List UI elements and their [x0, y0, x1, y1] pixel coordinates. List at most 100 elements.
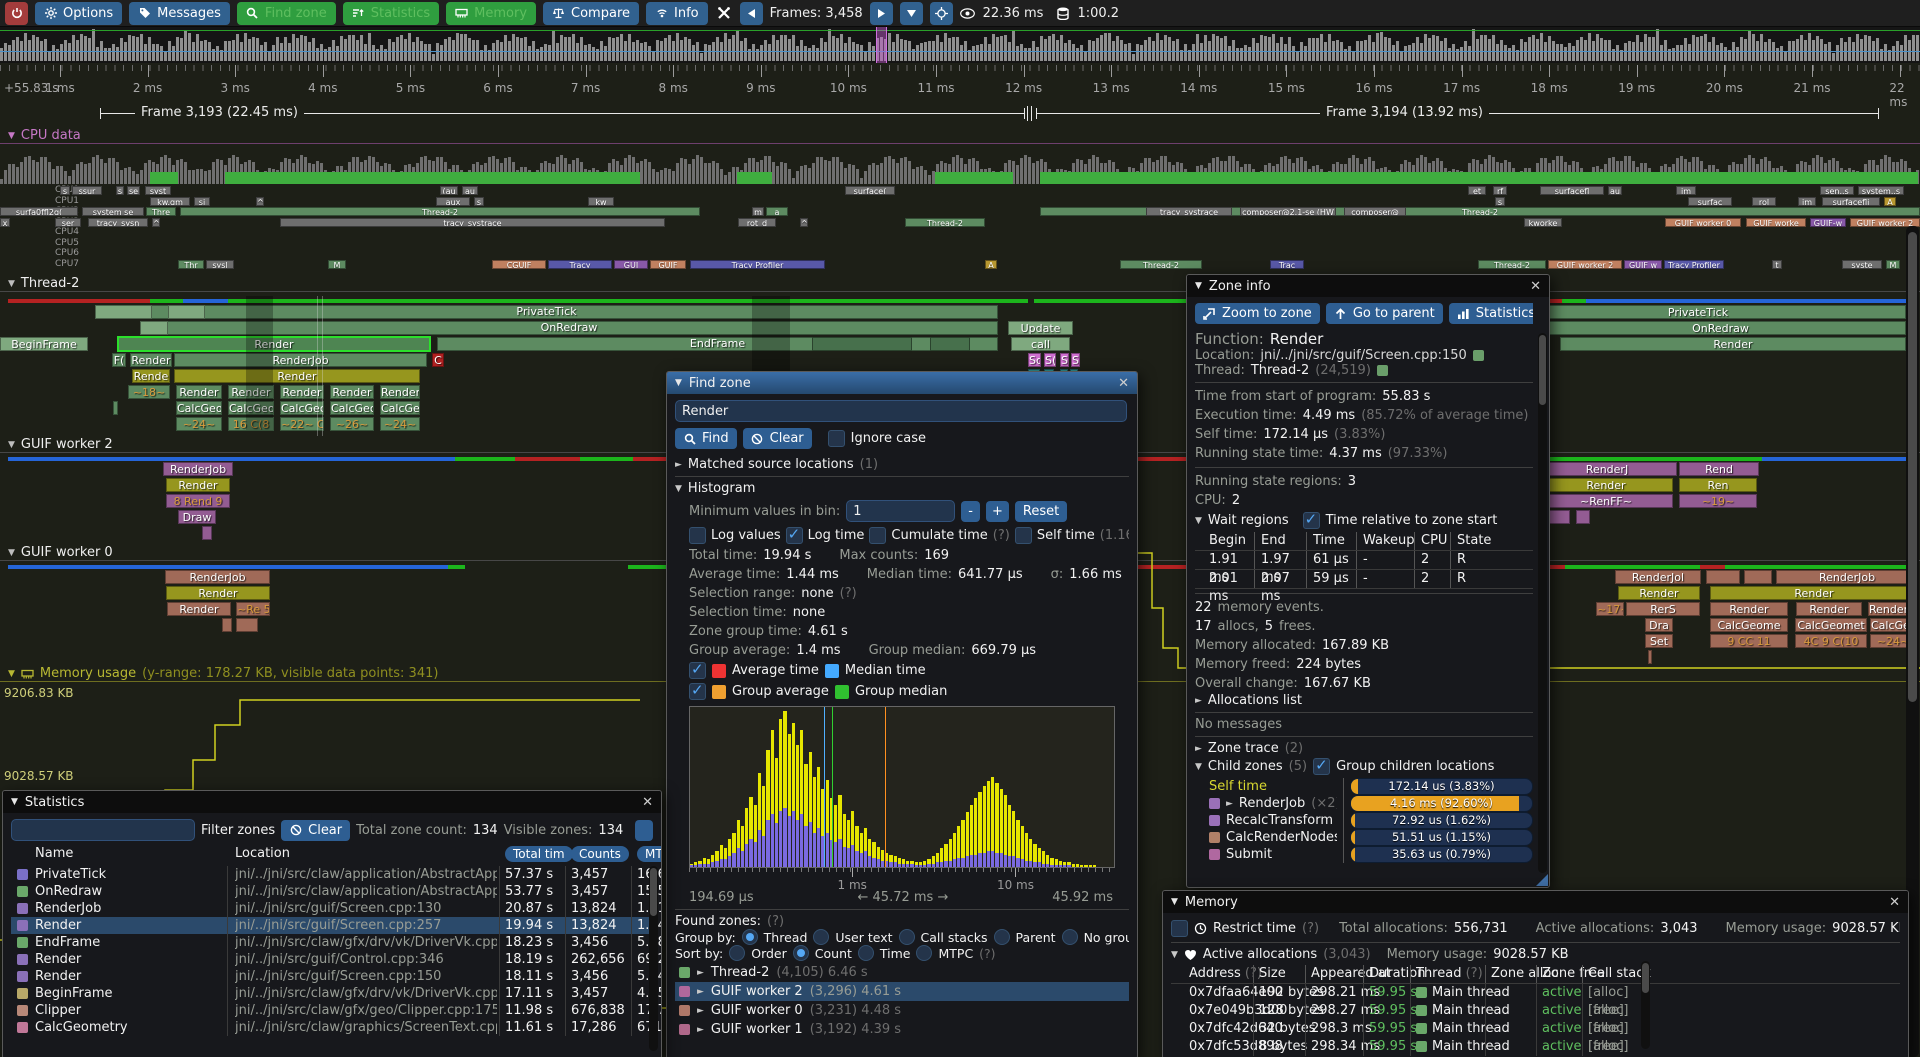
cpu-zone[interactable]: sysl	[206, 259, 234, 269]
find-button[interactable]: Find	[675, 428, 737, 449]
timeline-zone[interactable]: RerS	[1626, 602, 1700, 616]
resize-grip[interactable]	[1536, 874, 1548, 886]
group-expander[interactable]: ►	[697, 986, 704, 997]
matched-expander[interactable]: ►	[675, 459, 682, 470]
clear-filter-button[interactable]: Clear	[281, 819, 351, 841]
cpu-zone[interactable]: Thre	[146, 207, 176, 216]
timeline-zone[interactable]: ~RenFF~	[1539, 494, 1673, 508]
timeline-zone[interactable]: Render	[228, 385, 274, 399]
cpu-zone[interactable]: aux	[436, 196, 470, 206]
column-name[interactable]: Name	[35, 846, 74, 861]
cpu-zone[interactable]: surfacefli	[1822, 196, 1880, 206]
column-duration[interactable]: Duration	[1369, 966, 1426, 981]
timeline-zone[interactable]	[222, 618, 232, 632]
cpu-zone[interactable]: si	[194, 196, 210, 206]
timeline-zone[interactable]: ~24~	[176, 417, 222, 431]
collapse-icon[interactable]: ▼	[675, 378, 682, 388]
cpu-zone[interactable]: kw.gm	[150, 196, 190, 206]
timeline-zone[interactable]: Render	[1710, 586, 1918, 600]
child-zones-expander[interactable]: ▼	[1195, 761, 1202, 772]
cpu-zone[interactable]: GUIF	[650, 259, 686, 269]
cpu-zone[interactable]: rot_d	[738, 217, 776, 227]
frames-minimap[interactable]	[0, 27, 1920, 63]
cpu-zone[interactable]: GUIF worke	[1746, 217, 1806, 227]
zone-trace-expander[interactable]: ►	[1195, 743, 1202, 754]
statistics-row[interactable]: Render jni/../jni/src/guif/Control.cpp:34…	[11, 951, 661, 968]
cpu-zone[interactable]: s	[60, 186, 70, 195]
timeline-zone[interactable]: S(	[1044, 353, 1056, 367]
timeline-zone[interactable]: ~17~	[1596, 602, 1624, 616]
frame-label[interactable]: Frame 3,193 (22.45 ms)	[135, 105, 304, 120]
cpu-zone[interactable]: au	[462, 186, 478, 195]
cpu-zone[interactable]: Trac	[1270, 259, 1304, 269]
view-marker[interactable]	[876, 27, 887, 63]
statistics-scrollbar-thumb[interactable]	[650, 868, 657, 916]
sort-by-option-count[interactable]	[792, 945, 809, 961]
time-relative-checkbox[interactable]	[1302, 512, 1320, 529]
timeline-zone[interactable]: Render	[1796, 602, 1862, 616]
timeline-zone[interactable]: S	[1060, 353, 1069, 367]
timeline-zone[interactable]: Dra	[1645, 618, 1673, 632]
cpu-zone[interactable]: im	[1676, 186, 1696, 195]
cpu-zone[interactable]: system..s	[1858, 186, 1904, 195]
timeline-zone[interactable]: PrivateTick	[516, 305, 577, 318]
cpu-zone[interactable]: GUIF worker 2	[1548, 259, 1622, 269]
timeline-zone[interactable]	[168, 305, 205, 319]
timeline-zone[interactable]: BeginFrame	[0, 337, 88, 351]
allocations-list-expander[interactable]: ►	[1195, 695, 1202, 706]
find-zone-search-input[interactable]	[675, 400, 1127, 422]
column-size[interactable]: Size	[1259, 966, 1286, 981]
cpu-zone[interactable]: au	[1608, 186, 1622, 195]
close-icon[interactable]: ✕	[1118, 375, 1129, 391]
column-zone-alloc[interactable]: Zone alloc	[1491, 966, 1559, 981]
group-expander[interactable]: ►	[697, 967, 704, 978]
timeline-zone[interactable]: Render	[1539, 478, 1673, 492]
timeline-zone[interactable]: RenderJol	[1615, 570, 1701, 584]
prev-frame-button[interactable]	[739, 1, 763, 25]
statistics-row[interactable]: RenderJob jni/../jni/src/guif/Screen.cpp:…	[11, 900, 661, 917]
found-zone-group[interactable]: ► GUIF worker 0 (3,231) 4.48 s	[675, 1001, 1129, 1020]
timeline-zone[interactable]	[113, 401, 118, 415]
clear-button[interactable]: Clear	[742, 428, 812, 449]
cpu-zone[interactable]: s	[474, 196, 484, 206]
timeline-zone[interactable]: RenderJob	[1776, 570, 1918, 584]
callstack-free-link[interactable]: [free]	[1588, 1021, 1624, 1036]
main-scrollbar-thumb[interactable]	[1908, 232, 1917, 702]
cpu-zone[interactable]: surfac	[1688, 196, 1732, 206]
timeline-zone[interactable]: ~19~	[1679, 494, 1757, 508]
close-icon[interactable]: ✕	[1530, 278, 1541, 294]
timeline-zone[interactable]: Render	[280, 385, 324, 399]
cpu-zone[interactable]: Tracy Profiler	[690, 259, 825, 269]
allocation-row[interactable]: 0x7e049b3d00 128 bytes 298.27 ms 59.95 s Mai…	[1171, 1002, 1900, 1036]
child-zone-row[interactable]: Submit 35.63 us (0.79%)	[1195, 846, 1533, 863]
zoom-to-zone-button[interactable]: Zoom to zone	[1195, 303, 1320, 324]
legend-swatch[interactable]	[712, 684, 726, 699]
timeline-zone[interactable]: Render	[1710, 602, 1788, 616]
restrict-time-checkbox[interactable]	[1171, 920, 1188, 937]
group-by-option-call-stacks[interactable]	[898, 929, 915, 945]
timeline-zone[interactable]: Render	[1560, 337, 1906, 351]
close-icon[interactable]: ✕	[1889, 894, 1900, 910]
cpu-zone[interactable]: Thread-2	[1478, 259, 1546, 269]
callstack-alloc-link[interactable]: [alloc]	[1588, 1003, 1629, 1018]
cpu-zone[interactable]: (au	[440, 186, 458, 195]
statistics-row[interactable]: EndFrame jni/../jni/src/claw/gfx/drv/vk/D…	[11, 934, 661, 951]
timeline-zone[interactable]: 4C 9 C(10	[1795, 634, 1867, 648]
cpu-zone[interactable]: surfa0ffl2g(	[0, 207, 78, 216]
timeline-zone[interactable]	[1648, 650, 1652, 664]
cpu-zone[interactable]: Thread-2	[1120, 259, 1202, 269]
frame-dropdown-button[interactable]	[899, 1, 923, 25]
cpu-zone[interactable]: surfacefl	[1540, 186, 1604, 195]
cpu-zone[interactable]: s	[116, 186, 124, 195]
next-frame-button[interactable]	[869, 1, 893, 25]
timeline-zone[interactable]: Draw	[178, 510, 216, 524]
timeline-zone[interactable]: Render	[118, 337, 430, 351]
cpu-zone[interactable]: rol	[1752, 196, 1776, 206]
timeline-zone[interactable]	[1744, 570, 1772, 584]
cpu-zone[interactable]: kworke	[1524, 217, 1562, 227]
cpu-zone[interactable]: system se	[82, 207, 144, 216]
timeline-zone[interactable]: 9 CC 11	[1710, 634, 1788, 648]
cpu-zone[interactable]: x	[0, 217, 10, 227]
column-zone-free[interactable]: Zone free	[1542, 966, 1605, 981]
cpu-zone[interactable]: ssur	[72, 186, 102, 195]
